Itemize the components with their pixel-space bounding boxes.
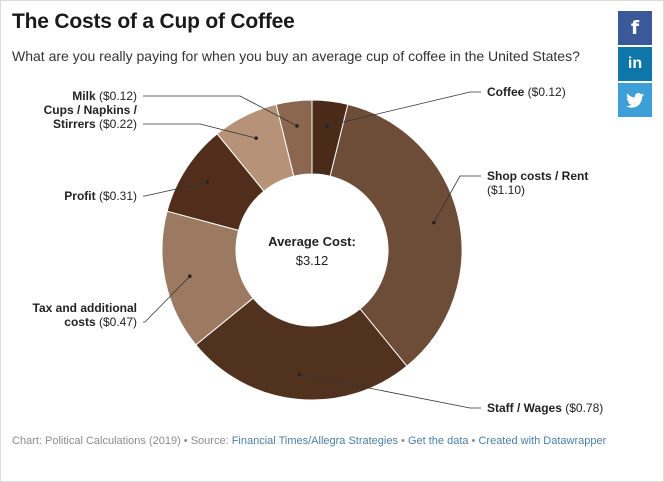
chart-title: The Costs of a Cup of Coffee	[12, 10, 295, 33]
linkedin-icon: in	[627, 55, 643, 72]
donut-slice[interactable]	[275, 99, 313, 177]
datawrapper-link[interactable]: Created with Datawrapper	[478, 435, 607, 447]
center-heading: Average Cost:	[268, 234, 356, 249]
facebook-share-button[interactable]: f	[618, 11, 652, 45]
slice-label: costs ($0.47)	[64, 315, 137, 329]
center-value: $3.12	[296, 253, 329, 268]
slice-labels: Coffee ($0.12) Shop costs / Rent($1.10) St…	[33, 85, 604, 415]
donut-slice[interactable]	[195, 297, 408, 401]
footer-separator: •	[397, 435, 408, 447]
chart-footer: Chart: Political Calculations (2019) • S…	[12, 435, 606, 447]
slice-label: Profit ($0.31)	[64, 189, 137, 203]
leader-line	[326, 91, 481, 127]
leader-lines	[143, 91, 481, 409]
slice-value-label: ($1.10)	[487, 183, 525, 197]
leader-line	[143, 95, 298, 127]
slice-label: Staff / Wages ($0.78)	[487, 401, 603, 415]
donut-slices	[161, 99, 463, 401]
facebook-icon: f	[630, 17, 640, 39]
leader-line	[143, 123, 257, 139]
footer-separator: •	[468, 435, 479, 447]
get-data-link[interactable]: Get the data	[407, 435, 469, 447]
slice-label: Tax and additional	[33, 301, 137, 315]
source-link[interactable]: Financial Times/Allegra Strategies	[231, 435, 398, 447]
slice-label: Shop costs / Rent	[487, 169, 588, 183]
leader-line	[433, 175, 481, 223]
leader-line	[299, 373, 481, 409]
slice-label: Stirrers ($0.22)	[53, 117, 137, 131]
slice-label: Coffee ($0.12)	[487, 85, 566, 99]
linkedin-share-button[interactable]: in	[618, 47, 652, 81]
twitter-icon	[626, 92, 644, 108]
slice-label: Cups / Napkins /	[44, 103, 138, 117]
leader-line	[143, 181, 208, 197]
leader-line	[143, 275, 191, 323]
donut-slice[interactable]	[329, 103, 463, 367]
slice-label: Milk ($0.12)	[72, 89, 137, 103]
footer-credit-text: Chart: Political Calculations (2019) • S…	[12, 435, 232, 447]
chart-subtitle: What are you really paying for when you …	[12, 48, 580, 64]
twitter-share-button[interactable]	[618, 83, 652, 117]
